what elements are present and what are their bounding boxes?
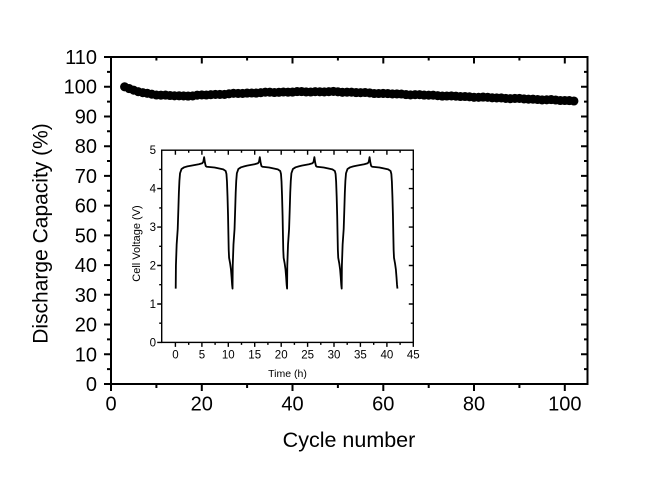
svg-text:3: 3 (150, 222, 156, 234)
svg-text:45: 45 (407, 350, 420, 362)
svg-text:0: 0 (172, 350, 178, 362)
svg-text:60: 60 (75, 196, 97, 218)
svg-text:Discharge Capacity (%): Discharge Capacity (%) (30, 123, 53, 344)
svg-text:100: 100 (548, 394, 581, 416)
svg-text:2: 2 (150, 261, 156, 273)
svg-text:40: 40 (75, 255, 97, 277)
svg-text:110: 110 (65, 47, 97, 69)
svg-text:10: 10 (75, 344, 97, 366)
svg-text:20: 20 (191, 394, 213, 416)
svg-text:0: 0 (86, 374, 97, 396)
svg-text:0: 0 (150, 337, 156, 349)
svg-text:4: 4 (150, 184, 157, 196)
svg-text:80: 80 (463, 394, 485, 416)
svg-text:25: 25 (301, 350, 314, 362)
svg-text:5: 5 (199, 350, 205, 362)
svg-text:Time (h): Time (h) (268, 368, 307, 380)
svg-text:30: 30 (328, 350, 341, 362)
svg-text:20: 20 (75, 315, 97, 337)
svg-text:10: 10 (222, 350, 235, 362)
svg-text:35: 35 (354, 350, 367, 362)
svg-text:70: 70 (75, 166, 97, 188)
svg-text:60: 60 (372, 394, 394, 416)
svg-text:0: 0 (105, 394, 116, 416)
svg-text:40: 40 (281, 394, 303, 416)
svg-text:Cycle number: Cycle number (283, 428, 416, 452)
svg-text:30: 30 (75, 285, 97, 307)
svg-text:50: 50 (75, 225, 97, 247)
svg-text:1: 1 (150, 299, 156, 311)
svg-text:5: 5 (150, 145, 156, 157)
svg-text:80: 80 (75, 136, 97, 158)
svg-text:20: 20 (275, 350, 288, 362)
svg-text:90: 90 (75, 107, 97, 129)
svg-text:15: 15 (248, 350, 261, 362)
svg-text:Cell Voltage (V): Cell Voltage (V) (131, 205, 143, 281)
svg-text:40: 40 (381, 350, 394, 362)
svg-text:100: 100 (64, 77, 97, 99)
